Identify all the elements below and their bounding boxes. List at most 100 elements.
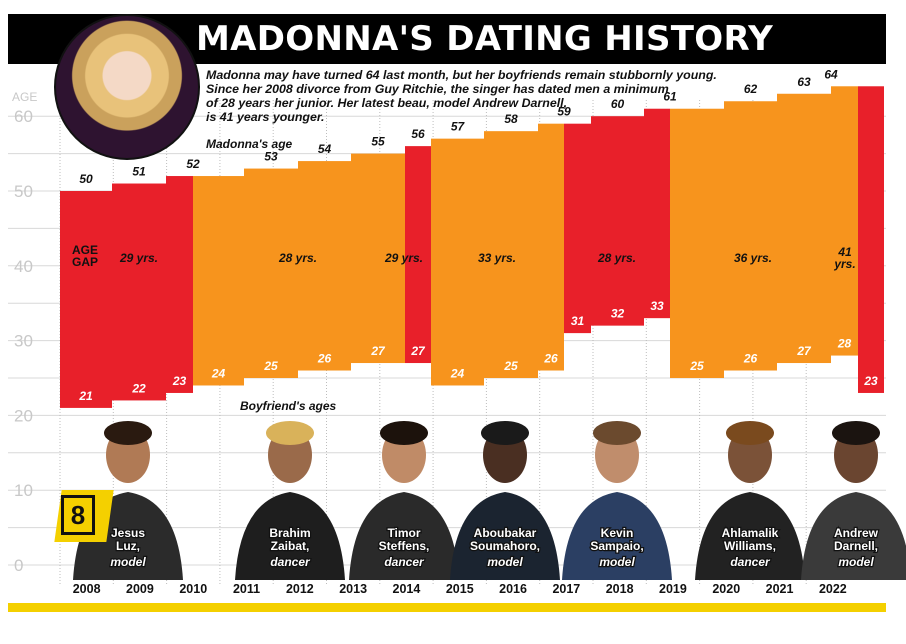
madonna-age-label: 60 — [611, 97, 625, 111]
boyfriend-photo-body — [562, 492, 672, 580]
age-gap-bar — [777, 93, 831, 364]
boyfriend-name: Ahlamalik Williams, — [722, 526, 779, 553]
boyfriend-role: dancer — [384, 555, 425, 569]
boyfriend-age-label: 28 — [837, 337, 852, 351]
year-label: 2022 — [819, 582, 847, 596]
boyfriend-age-label: 23 — [863, 374, 878, 388]
madonna-age-label: 64 — [824, 67, 838, 81]
madonna-age-label: 61 — [663, 90, 677, 104]
y-tick-label: 30 — [14, 332, 33, 351]
age-gap-bar — [564, 123, 591, 334]
madonna-age-label: 53 — [264, 150, 278, 164]
age-gap-bar — [60, 191, 112, 408]
boyfriend-name: Aboubakar Soumahoro, — [470, 526, 540, 553]
y-tick-label: 20 — [14, 406, 33, 425]
boyfriend-age-label: 26 — [743, 352, 758, 366]
age-gap-bar — [431, 138, 484, 386]
age-gap-bar — [351, 153, 405, 364]
boyfriend-photo-body — [801, 492, 906, 580]
boyfriend-name: Timor Steffens, — [379, 526, 430, 553]
y-tick-label: 60 — [14, 107, 33, 126]
boyfriend-age-label: 31 — [571, 314, 585, 328]
boyfriend-age-label: 23 — [172, 374, 187, 388]
madonna-age-series-label: Madonna's age — [206, 137, 293, 151]
year-label: 2016 — [499, 582, 527, 596]
year-label: 2010 — [179, 582, 207, 596]
age-gap-bar — [298, 161, 351, 371]
age-gap-label: 33 yrs. — [478, 251, 516, 265]
boyfriend-role: model — [599, 555, 635, 569]
age-gap-label: 28 yrs. — [278, 251, 317, 265]
year-label: 2020 — [712, 582, 740, 596]
boyfriend-photo-hair — [380, 421, 428, 445]
madonna-age-label: 52 — [186, 157, 200, 171]
boyfriend-name: Kevin Sampaio, — [590, 526, 643, 553]
age-gap-bar — [858, 86, 884, 393]
boyfriend-age-label: 21 — [78, 389, 93, 403]
boyfriend-age-label: 25 — [503, 359, 518, 373]
madonna-age-label: 58 — [504, 112, 518, 126]
boyfriend-age-label: 27 — [796, 344, 812, 358]
madonna-photo — [54, 14, 200, 160]
madonna-age-label: 55 — [371, 135, 385, 149]
boyfriend-age-label: 24 — [450, 366, 465, 380]
age-gap-bar — [591, 116, 644, 326]
boyfriend-role: dancer — [270, 555, 311, 569]
boyfriend-photo-hair — [104, 421, 152, 445]
age-gap-bar — [538, 123, 564, 371]
number-badge: 8 — [61, 495, 95, 535]
age-gap-label: 28 yrs. — [597, 251, 636, 265]
boyfriend-name: Brahim Zaibat, — [269, 526, 310, 553]
year-label: 2017 — [552, 582, 580, 596]
year-label: 2019 — [659, 582, 687, 596]
age-gap-label: 29 yrs. — [119, 251, 158, 265]
y-tick-label: 50 — [14, 182, 33, 201]
boyfriend-photo-hair — [726, 421, 774, 445]
madonna-age-label: 51 — [132, 165, 146, 179]
boyfriend-age-label: 26 — [543, 352, 558, 366]
boyfriend-age-label: 27 — [410, 344, 426, 358]
boyfriend-role: model — [838, 555, 874, 569]
year-label: 2015 — [446, 582, 474, 596]
age-gap-bar — [831, 86, 858, 356]
footer-bar — [8, 603, 886, 612]
boyfriend-photo-body — [695, 492, 805, 580]
y-tick-label: 40 — [14, 257, 33, 276]
madonna-age-label: 63 — [797, 75, 811, 89]
boyfriend-age-label: 22 — [131, 381, 146, 395]
boyfriend-age-label: 25 — [689, 359, 704, 373]
year-label: 2008 — [73, 582, 101, 596]
boyfriend-photo-hair — [266, 421, 314, 445]
age-gap-label: 36 yrs. — [734, 251, 772, 265]
boyfriend-photo-hair — [593, 421, 641, 445]
boyfriend-age-label: 32 — [611, 307, 625, 321]
boyfriend-role: model — [110, 555, 146, 569]
boyfriend-age-label: 25 — [263, 359, 278, 373]
year-label: 2014 — [393, 582, 421, 596]
chart-subtitle: Madonna may have turned 64 last month, b… — [206, 68, 717, 124]
madonna-age-label: 57 — [451, 120, 466, 134]
boyfriend-name: Jesus Luz, — [111, 526, 145, 553]
age-gap-heading: AGE GAP — [72, 243, 98, 269]
boyfriend-age-label: 33 — [650, 299, 664, 313]
age-gap-bar — [724, 101, 777, 371]
age-gap-bar — [193, 176, 244, 386]
boyfriend-photo-body — [235, 492, 345, 580]
madonna-age-label: 54 — [318, 142, 332, 156]
madonna-age-label: 50 — [79, 172, 93, 186]
year-label: 2012 — [286, 582, 314, 596]
age-gap-bar — [112, 183, 166, 401]
year-label: 2021 — [766, 582, 794, 596]
age-gap-label: 41 yrs. — [833, 245, 855, 271]
boyfriend-age-label: 27 — [370, 344, 386, 358]
age-gap-bar — [670, 108, 724, 378]
madonna-age-label: 62 — [744, 82, 758, 96]
madonna-age-label: 59 — [557, 105, 571, 119]
boyfriend-photo-hair — [481, 421, 529, 445]
year-label: 2009 — [126, 582, 154, 596]
y-axis-label: AGE — [12, 90, 37, 104]
boyfriend-name: Andrew Darnell, — [834, 526, 879, 553]
age-gap-bar — [244, 168, 298, 378]
